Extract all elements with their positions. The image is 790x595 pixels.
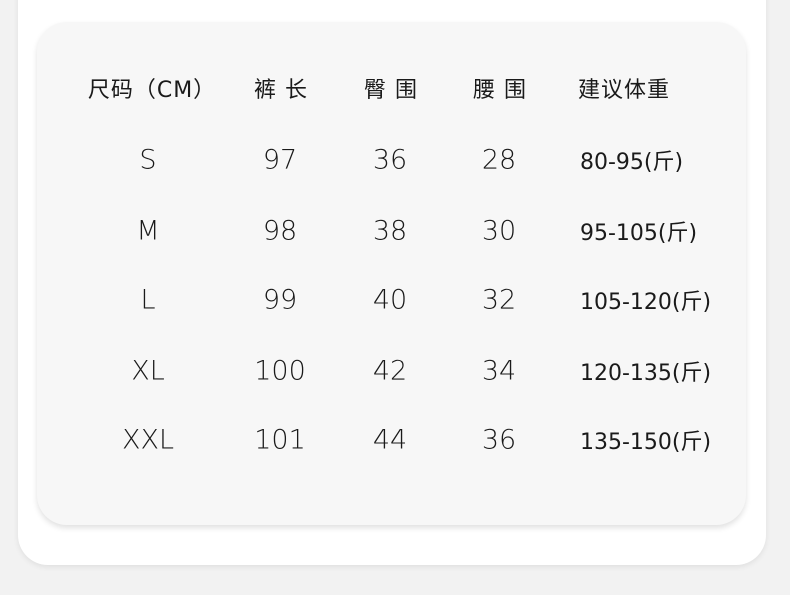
- cell-waist: 34: [481, 355, 517, 387]
- cell-waist: 30: [481, 215, 517, 247]
- cell-hip: 40: [372, 284, 408, 316]
- cell-waist: 28: [481, 144, 517, 176]
- cell-size: L: [140, 284, 156, 316]
- cell-length: 98: [262, 215, 298, 247]
- cell-size: XXL: [121, 424, 175, 456]
- cell-length: 101: [254, 424, 306, 456]
- cell-hip: 38: [372, 215, 408, 247]
- header-hip: 臀 围: [364, 78, 418, 103]
- cell-size: XL: [131, 355, 165, 387]
- header-size: 尺码（CM）: [87, 78, 217, 103]
- cell-hip: 36: [372, 144, 408, 176]
- cell-weight: 80-95(斤): [580, 150, 684, 175]
- cell-weight: 120-135(斤): [580, 361, 712, 386]
- cell-waist: 36: [481, 424, 517, 456]
- cell-weight: 95-105(斤): [580, 221, 698, 246]
- cell-length: 100: [254, 355, 306, 387]
- cell-length: 99: [262, 284, 298, 316]
- cell-waist: 32: [481, 284, 517, 316]
- cell-size: M: [136, 215, 160, 247]
- cell-weight: 135-150(斤): [580, 430, 712, 455]
- cell-weight: 105-120(斤): [580, 290, 712, 315]
- cell-length: 97: [262, 144, 298, 176]
- header-weight: 建议体重: [578, 78, 671, 103]
- cell-hip: 44: [372, 424, 408, 456]
- cell-size: S: [139, 144, 157, 176]
- header-waist: 腰 围: [473, 78, 527, 103]
- cell-hip: 42: [372, 355, 408, 387]
- size-chart-card: [37, 22, 746, 525]
- header-length: 裤 长: [254, 78, 308, 103]
